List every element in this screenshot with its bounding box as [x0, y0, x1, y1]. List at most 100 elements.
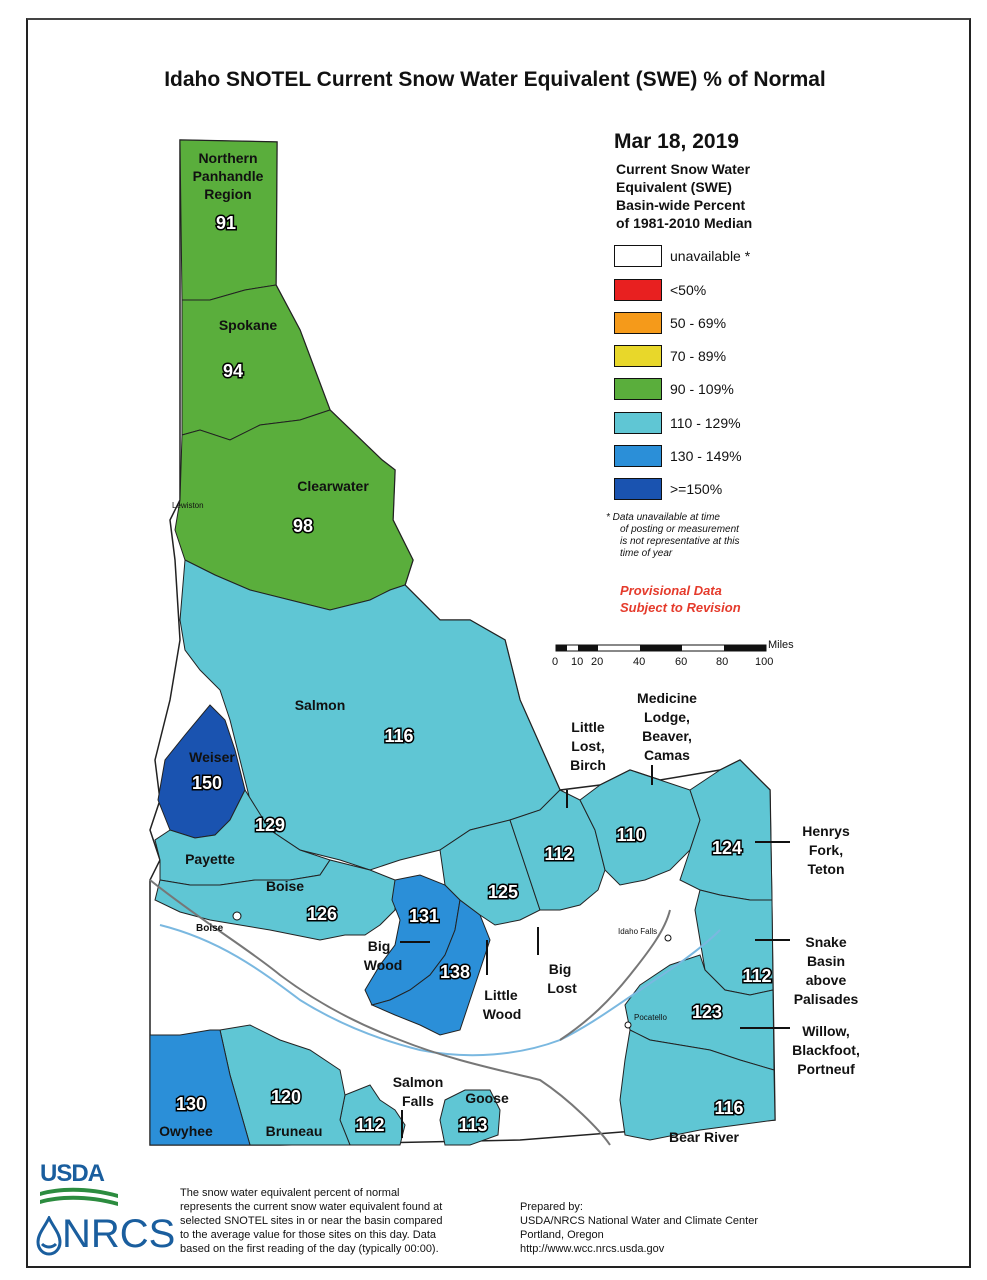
value-little-lost: 112 — [544, 844, 573, 864]
label-bear-river: Bear River — [669, 1129, 740, 1145]
value-medicine-lodge: 110 — [616, 825, 645, 845]
label-snake-4: Palisades — [794, 991, 859, 1007]
legend-label: 130 - 149% — [670, 448, 742, 464]
legend-note-line: * Data unavailable at time — [606, 512, 720, 523]
footer-description-line: The snow water equivalent percent of nor… — [180, 1187, 400, 1199]
footer-description: The snow water equivalent percent of nor… — [180, 1186, 510, 1256]
label-spokane: Spokane — [219, 317, 278, 333]
water-drop-icon — [36, 1216, 62, 1256]
legend-heading-line-2: Equivalent (SWE) — [616, 179, 732, 195]
page-frame — [26, 18, 971, 1268]
footer-description-line: to the average value for those sites on … — [180, 1229, 437, 1241]
legend-note-line: is not representative at this — [620, 536, 740, 547]
leader-lines — [400, 765, 790, 1138]
value-bear-river: 116 — [714, 1098, 743, 1118]
interstate-road-east — [559, 909, 671, 1041]
value-little-wood: 138 — [440, 962, 470, 982]
label-bruneau: Bruneau — [266, 1123, 323, 1139]
legend-item-70-89: 70 - 89% — [614, 343, 726, 369]
scale-tick-0: 0 — [552, 656, 559, 668]
label-snake-3: above — [806, 972, 847, 988]
legend-label: 50 - 69% — [670, 315, 727, 331]
legend-swatch — [614, 312, 662, 334]
legend-item-90-109: 90 - 109% — [614, 376, 734, 402]
legend-note: * Data unavailable at time of posting or… — [606, 512, 786, 560]
value-snake-palisades: 112 — [742, 966, 771, 986]
legend-swatch — [614, 412, 662, 434]
legend-swatch — [614, 478, 662, 500]
legend-label: 70 - 89% — [670, 348, 727, 364]
legend-item-130-149: 130 - 149% — [614, 443, 742, 469]
value-owyhee: 130 — [176, 1094, 206, 1114]
value-willow: 123 — [692, 1002, 722, 1022]
label-henrys-2: Fork, — [809, 842, 843, 858]
footer-prepared: Prepared by: USDA/NRCS National Water an… — [520, 1200, 820, 1256]
interstate-road — [149, 879, 611, 1146]
value-spokane: 94 — [223, 361, 243, 381]
label-clearwater: Clearwater — [297, 478, 369, 494]
provisional-line: Subject to Revision — [620, 600, 741, 615]
label-henrys-1: Henrys — [802, 823, 850, 839]
legend-note-line: of posting or measurement — [620, 524, 739, 535]
label-medicine-3: Beaver, — [642, 728, 692, 744]
region-owyhee — [149, 1029, 251, 1146]
label-salmon-falls-1: Salmon — [393, 1074, 444, 1090]
label-panhandle-3: Region — [204, 186, 251, 202]
legend-heading-line-3: Basin-wide Percent — [616, 197, 746, 213]
city-idaho-falls: Idaho Falls — [618, 927, 657, 936]
legend-swatch — [614, 279, 662, 301]
label-panhandle-2: Panhandle — [193, 168, 264, 184]
label-medicine-4: Camas — [644, 747, 690, 763]
scale-tick-80: 80 — [716, 656, 729, 668]
usda-logo: USDA — [40, 1160, 118, 1208]
legend-swatch — [614, 245, 662, 267]
region-spokane — [181, 284, 331, 441]
city-boise: Boise — [196, 923, 224, 934]
label-salmon: Salmon — [295, 697, 346, 713]
legend-item-110-129: 110 - 129% — [614, 410, 741, 436]
nrcs-logo-text: NRCS — [62, 1212, 176, 1256]
legend-date: Mar 18, 2019 — [614, 130, 739, 153]
label-little-lost-3: Birch — [570, 757, 606, 773]
legend-heading-line-4: of 1981-2010 Median — [616, 215, 753, 231]
footer-prepared-line: USDA/NRCS National Water and Climate Cen… — [520, 1215, 759, 1227]
legend-heading-line-1: Current Snow Water — [616, 161, 751, 177]
scale-tick-10: 10 — [571, 656, 584, 668]
legend-label: <50% — [670, 282, 707, 298]
label-snake-1: Snake — [805, 934, 846, 950]
label-willow-1: Willow, — [802, 1023, 850, 1039]
legend-item-50-69: 50 - 69% — [614, 310, 726, 336]
label-owyhee: Owyhee — [159, 1123, 213, 1139]
label-goose: Goose — [465, 1090, 509, 1106]
label-little-lost-1: Little — [571, 719, 605, 735]
region-big-lost — [439, 819, 541, 926]
scale-unit: Miles — [768, 639, 794, 651]
legend-item-lt50: <50% — [614, 277, 706, 303]
label-willow-2: Blackfoot, — [792, 1042, 860, 1058]
value-boise: 126 — [307, 904, 337, 924]
label-medicine-1: Medicine — [637, 690, 697, 706]
value-bruneau: 120 — [271, 1087, 301, 1107]
label-big-lost-2: Lost — [547, 980, 577, 996]
value-big-lost: 125 — [488, 882, 518, 902]
label-big-lost-1: Big — [549, 961, 572, 977]
region-boise — [154, 859, 396, 941]
label-panhandle-1: Northern — [198, 150, 257, 166]
value-salmon-falls: 112 — [355, 1115, 384, 1135]
label-little-wood-2: Wood — [483, 1006, 522, 1022]
scale-tick-20: 20 — [591, 656, 604, 668]
region-goose — [439, 1089, 501, 1146]
city-markers — [232, 911, 672, 1029]
label-salmon-falls-2: Falls — [402, 1093, 434, 1109]
legend-label: >=150% — [670, 481, 723, 497]
label-big-wood-1: Big — [368, 938, 391, 954]
footer-prepared-line: http://www.wcc.nrcs.usda.gov — [520, 1243, 665, 1255]
legend-item-unavailable: unavailable * — [614, 243, 750, 269]
usda-hills-icon — [40, 1187, 118, 1206]
city-pocatello: Pocatello — [634, 1013, 667, 1022]
footer-description-line: selected SNOTEL sites in or near the bas… — [180, 1215, 443, 1227]
snake-river — [159, 924, 721, 1057]
legend-label: unavailable * — [670, 248, 751, 264]
legend: Mar 18, 2019 Current Snow Water Equivale… — [600, 130, 820, 500]
label-snake-2: Basin — [807, 953, 845, 969]
